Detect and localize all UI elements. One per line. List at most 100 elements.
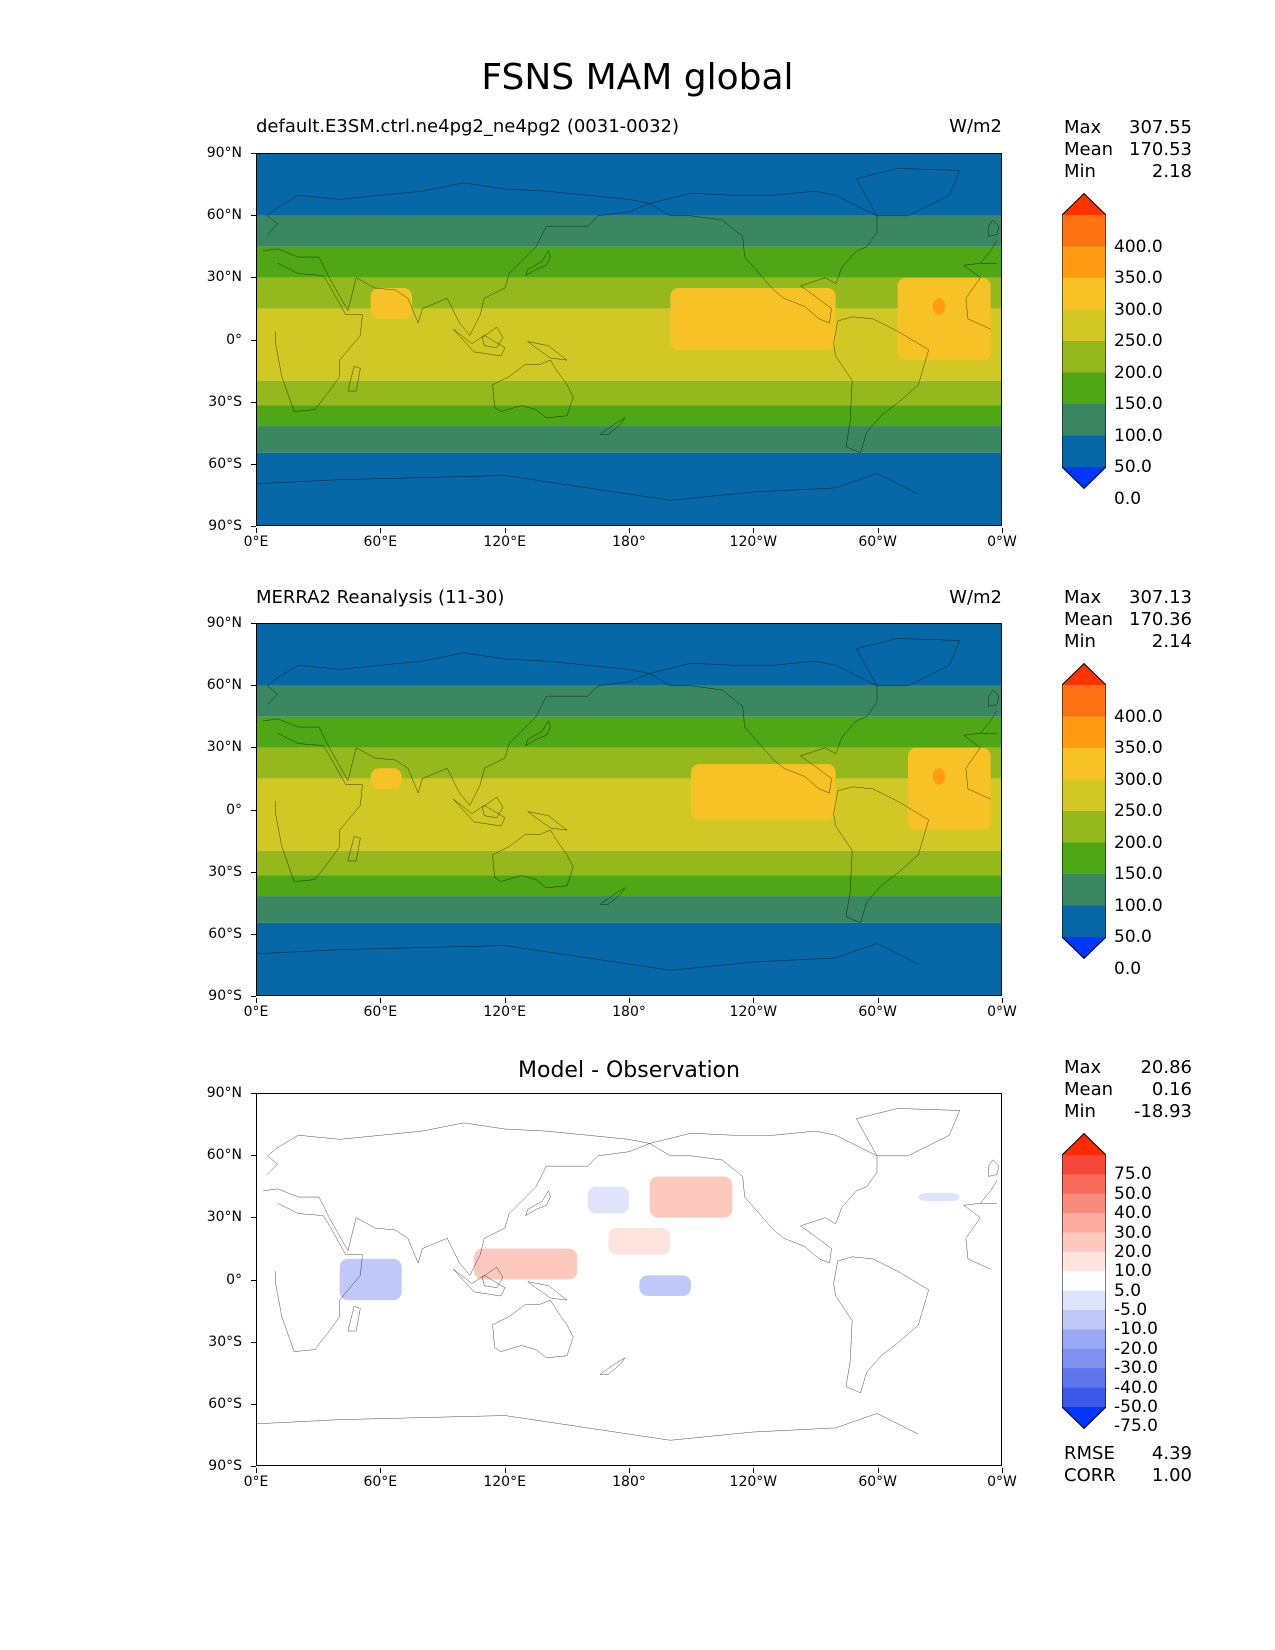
y-tick-label: 60°S	[196, 1396, 256, 1412]
stat-corr: CORR 1.00	[1064, 1465, 1192, 1486]
x-tick-label: 60°E	[340, 1468, 420, 1490]
stat-max: Max 20.86	[1064, 1057, 1192, 1078]
coastline-8	[453, 329, 505, 356]
y-tick-label: 30°S	[196, 394, 256, 410]
zonal-band-3	[257, 747, 1001, 779]
colorbar-segment	[1062, 372, 1106, 405]
colorbar-tick-label: -75.0	[1114, 1416, 1158, 1437]
zonal-band-0	[257, 624, 1001, 686]
y-tick-label: 30°S	[196, 1334, 256, 1350]
panel-title: MERRA2 Reanalysis (11-30)	[256, 587, 505, 608]
field-feature-kamchatka-nw-pacific	[587, 1186, 629, 1214]
y-tick-label: 60°S	[196, 456, 256, 472]
coastline-12	[989, 220, 999, 236]
colorbar-segment	[1062, 1368, 1106, 1389]
colorbar-segment	[1062, 874, 1106, 906]
coastline-7	[526, 721, 551, 746]
zonal-band-5	[257, 380, 1001, 406]
coastline-13	[600, 1358, 625, 1374]
coastline-11	[348, 366, 360, 391]
colorbar	[1062, 663, 1106, 959]
coastline-11	[348, 1306, 360, 1331]
colorbar	[1062, 193, 1106, 489]
stat-min: Min 2.18	[1064, 161, 1192, 182]
panel-difference: Model - Observation 90°N 60°N 30°N 0° 30°S 60…	[0, 0, 1275, 1490]
colorbar-tick-label: -10.0	[1114, 1319, 1158, 1340]
units-label: W/m2	[949, 587, 1002, 608]
colorbar-tick-label: 5.0	[1114, 1280, 1142, 1301]
field-feature-atlantic-maximum	[932, 298, 946, 315]
field-feature-north-pacific	[649, 1176, 733, 1218]
coastline-12	[989, 690, 999, 706]
colorbar-tick-label: 350.0	[1114, 738, 1163, 758]
colorbar-extend-max	[1062, 1133, 1106, 1155]
coastline-2	[650, 1131, 877, 1263]
colorbar-tick-label: 0.0	[1114, 488, 1142, 509]
x-tick-label: 180°	[589, 998, 669, 1020]
colorbar-tick-label: 50.0	[1114, 1183, 1152, 1204]
zonal-band-0	[257, 154, 1001, 216]
colorbar-tick-label: 100.0	[1114, 425, 1163, 446]
coastline-11	[348, 836, 360, 861]
colorbar-tick-label: 30.0	[1114, 1222, 1152, 1243]
colorbar-segment	[1062, 685, 1106, 717]
colorbar-segment	[1062, 1155, 1106, 1175]
colorbar-segment	[1062, 1213, 1106, 1234]
coastline-8	[453, 799, 505, 826]
field-feature-west-pacific-warm-pool	[474, 1248, 578, 1280]
coastline-13	[600, 888, 625, 904]
x-tick-label: 0°E	[216, 528, 296, 550]
coastline-10	[528, 342, 567, 361]
coastline-9	[482, 327, 503, 348]
x-tick-label: 120°W	[713, 998, 793, 1020]
stat-min: Min 2.14	[1064, 631, 1192, 652]
colorbar-segment	[1062, 842, 1106, 875]
x-tick-label: 180°	[589, 1468, 669, 1490]
colorbar-extend-max	[1062, 193, 1106, 215]
figure-title: FSNS MAM global	[481, 57, 794, 98]
x-tick-label: 0°W	[962, 1468, 1042, 1490]
colorbar-tick-label: 350.0	[1114, 268, 1163, 288]
colorbar-segment	[1062, 779, 1106, 812]
colorbar-tick-label: -20.0	[1114, 1338, 1158, 1359]
coastline-10	[528, 812, 567, 831]
x-tick-label: 120°E	[465, 1468, 545, 1490]
coastline-8	[453, 1269, 505, 1296]
colorbar	[1062, 1133, 1106, 1429]
x-tick-label: 60°E	[340, 998, 420, 1020]
colorbar-segment	[1062, 811, 1106, 843]
zonal-band-2	[257, 716, 1001, 748]
map-plot	[256, 623, 1002, 996]
colorbar-svg	[1062, 193, 1106, 489]
x-tick-label: 60°W	[838, 1468, 918, 1490]
colorbar-tick-label: 0.0	[1114, 958, 1142, 979]
y-tick-label: 0°	[196, 802, 256, 818]
colorbar-segment	[1062, 215, 1106, 247]
y-tick-label: 60°N	[196, 207, 256, 223]
colorbar-segment	[1062, 905, 1106, 938]
map-svg	[257, 154, 1001, 525]
coastline-5	[856, 1108, 959, 1155]
stat-min: Min -18.93	[1064, 1101, 1192, 1122]
panel-observation: MERRA2 Reanalysis (11-30) W/m2 90°N 60°N 3…	[0, 0, 1275, 1020]
colorbar-tick-label: 10.0	[1114, 1261, 1152, 1282]
x-tick-label: 0°E	[216, 998, 296, 1020]
colorbar-tick-label: 400.0	[1114, 706, 1163, 727]
stat-max: Max 307.13	[1064, 587, 1192, 608]
field-feature-arctic-atlantic	[918, 1192, 960, 1202]
coastline-6	[257, 943, 918, 970]
zonal-band-7	[257, 896, 1001, 923]
colorbar-tick-label: 200.0	[1114, 362, 1163, 383]
coastline-0	[276, 263, 991, 411]
field-feature-eastern-pacific	[670, 287, 836, 350]
colorbar-segment	[1062, 278, 1106, 310]
colorbar-extend-min	[1062, 1407, 1106, 1429]
colorbar-tick-label: -30.0	[1114, 1358, 1158, 1379]
stats-block: Max 20.86 Mean 0.16 Min -18.93	[1064, 1057, 1192, 1123]
coastline-2	[650, 661, 877, 793]
colorbar-tick-label: 150.0	[1114, 864, 1163, 884]
panel-title: default.E3SM.ctrl.ne4pg2_ne4pg2 (0031-00…	[256, 116, 679, 137]
y-tick-label: 0°	[196, 1272, 256, 1288]
coastline-4	[493, 830, 574, 888]
y-tick-label: 90°N	[196, 1085, 256, 1101]
